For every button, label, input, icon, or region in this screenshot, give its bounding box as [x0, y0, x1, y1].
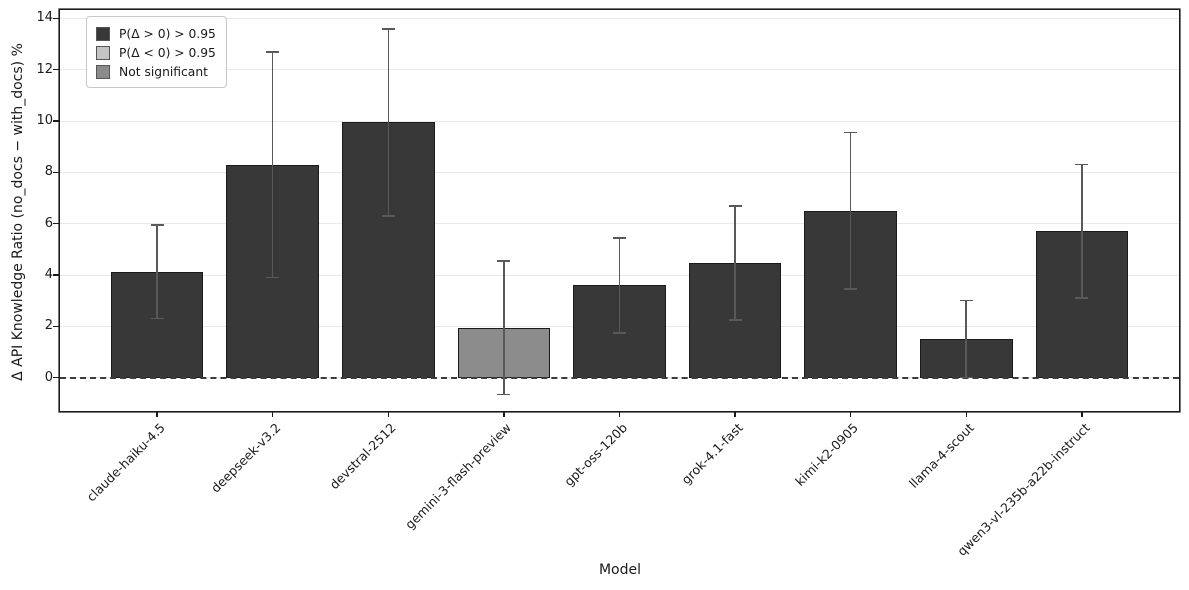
- y-tick-label: 8: [44, 164, 53, 180]
- y-tick: [53, 171, 60, 174]
- y-tick-label: 4: [44, 267, 53, 283]
- gridline-y14: [60, 17, 1179, 19]
- y-tick-label: 10: [36, 113, 53, 129]
- error-cap-low: [613, 331, 626, 334]
- y-tick: [53, 17, 60, 20]
- y-tick-label: 0: [44, 369, 53, 385]
- x-axis-label: Model: [598, 562, 642, 578]
- y-tick: [53, 274, 60, 276]
- error-bar-deepseek-v3.2: [271, 51, 274, 278]
- x-tick-label: kimi-k2-0905: [792, 420, 862, 489]
- error-cap-low: [728, 319, 742, 321]
- error-cap-high: [497, 260, 511, 262]
- gridline-y10: [60, 120, 1179, 122]
- y-tick: [53, 376, 60, 379]
- error-cap-low: [959, 376, 973, 379]
- legend-label-negative: P(Δ < 0) > 0.95: [119, 45, 216, 60]
- error-cap-high: [1075, 163, 1089, 166]
- error-cap-high: [613, 237, 626, 239]
- error-bar-devstral-2512: [387, 28, 390, 216]
- legend-swatch-not-significant: [96, 64, 110, 79]
- x-tick-label: claude-haiku-4.5: [83, 420, 168, 505]
- legend-label-not-significant: Not significant: [119, 64, 208, 79]
- x-tick-label: gemini-3-flash-preview: [402, 420, 515, 533]
- legend-item-not-significant: Not significant: [96, 62, 216, 81]
- x-tick: [503, 411, 505, 417]
- legend-item-negative: P(Δ < 0) > 0.95: [96, 43, 216, 62]
- error-cap-low: [497, 393, 511, 396]
- y-tick: [53, 120, 60, 122]
- x-tick-label: gpt-oss-120b: [561, 420, 631, 489]
- x-tick: [156, 411, 158, 417]
- error-cap-low: [150, 317, 164, 320]
- error-bar-qwen3-vl-235b-a22b-instruct: [1081, 164, 1083, 299]
- x-tick-label: grok-4.1-fast: [678, 420, 746, 488]
- plot-area: P(Δ > 0) > 0.95 P(Δ < 0) > 0.95 Not sign…: [60, 10, 1179, 411]
- x-tick: [965, 411, 967, 417]
- x-tick-label: deepseek-v3.2: [207, 420, 284, 496]
- x-tick-label: qwen3-vl-235b-a22b-instruct: [953, 420, 1093, 559]
- legend-item-positive: P(Δ > 0) > 0.95: [96, 24, 216, 43]
- x-tick: [849, 411, 852, 417]
- y-tick-label: 6: [44, 215, 53, 231]
- x-tick: [618, 411, 621, 417]
- error-cap-high: [959, 299, 973, 302]
- y-tick-label: 12: [36, 61, 53, 77]
- bar-claude-haiku-4.5: [110, 272, 204, 378]
- error-cap-high: [728, 204, 742, 207]
- legend-swatch-positive: [96, 26, 110, 41]
- gridline-y12: [60, 69, 1179, 71]
- error-cap-high: [844, 131, 858, 134]
- y-tick-label: 2: [44, 318, 53, 334]
- gridline-y8: [60, 171, 1179, 173]
- y-tick: [53, 69, 60, 71]
- y-tick: [53, 223, 60, 225]
- x-tick-label: llama-4-scout: [905, 420, 977, 491]
- x-tick: [272, 411, 274, 417]
- legend: P(Δ > 0) > 0.95 P(Δ < 0) > 0.95 Not sign…: [86, 16, 227, 88]
- error-bar-llama-4-scout: [965, 300, 968, 378]
- x-tick: [1081, 411, 1083, 417]
- zero-line: [60, 376, 1179, 379]
- x-tick-label: devstral-2512: [326, 420, 399, 493]
- error-cap-high: [381, 27, 395, 30]
- error-bar-kimi-k2-0905: [849, 132, 852, 290]
- legend-swatch-negative: [96, 45, 110, 60]
- x-tick: [387, 411, 389, 417]
- error-bar-grok-4.1-fast: [734, 205, 736, 320]
- legend-label-positive: P(Δ > 0) > 0.95: [119, 26, 216, 41]
- error-cap-low: [266, 276, 280, 279]
- error-cap-low: [1075, 297, 1089, 299]
- y-tick: [53, 325, 60, 328]
- error-bar-gpt-oss-120b: [618, 237, 621, 333]
- error-cap-low: [381, 215, 395, 217]
- x-tick: [734, 411, 736, 417]
- gridline-y6: [60, 223, 1179, 225]
- error-cap-low: [844, 288, 858, 290]
- error-cap-high: [266, 51, 280, 53]
- error-cap-high: [150, 224, 164, 226]
- error-bar-claude-haiku-4.5: [156, 224, 158, 319]
- error-bar-gemini-3-flash-preview: [503, 260, 505, 395]
- y-tick-label: 14: [36, 10, 53, 26]
